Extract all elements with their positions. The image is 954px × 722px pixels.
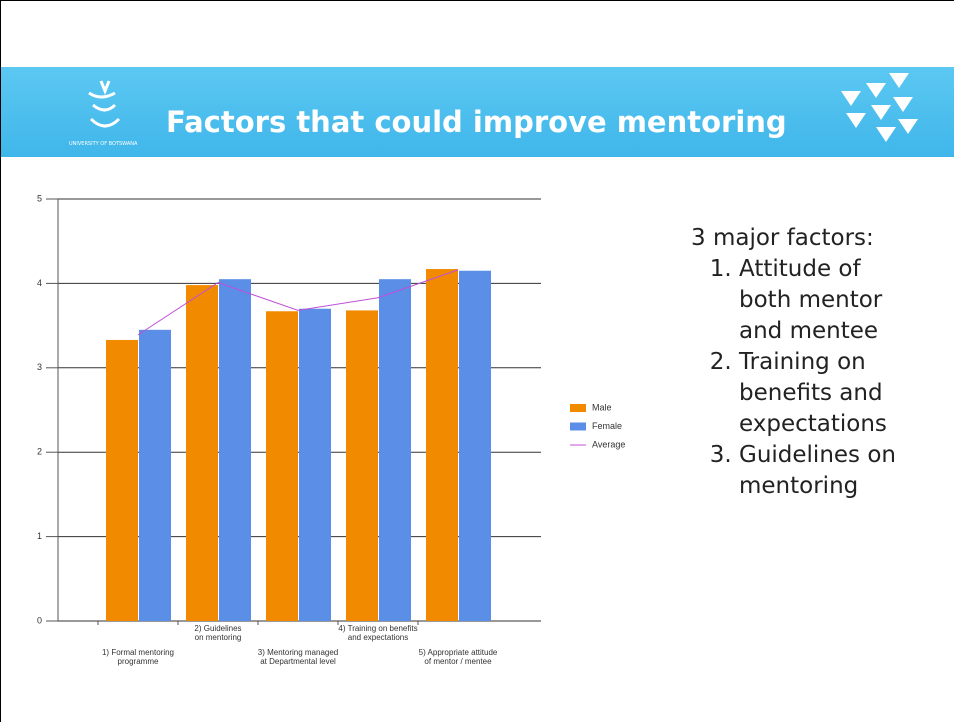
intro: 3 major factors: xyxy=(691,225,874,251)
x-tick-label: 4) Training on benefits and expectations xyxy=(338,624,418,642)
bar xyxy=(346,310,378,621)
text-box: 3 major factors: Attitude of both mentor… xyxy=(691,223,941,502)
logo xyxy=(88,80,121,128)
average-line xyxy=(137,269,459,336)
point: Guidelines on mentoring xyxy=(739,440,909,502)
decoration xyxy=(841,73,918,142)
bar xyxy=(186,285,218,621)
y-tick-label: 1 xyxy=(37,531,42,541)
x-tick-label: 1) Formal mentoring programme xyxy=(101,648,175,666)
legend-swatch xyxy=(570,422,586,431)
bar xyxy=(299,308,331,621)
y-tick-label: 3 xyxy=(37,362,42,372)
bar xyxy=(379,279,411,621)
point: Training on benefits and expectations xyxy=(739,347,909,440)
bar xyxy=(139,329,171,621)
bar xyxy=(106,339,138,621)
legend-swatch xyxy=(570,404,586,412)
legend-label: Female xyxy=(592,421,622,431)
point-list: Attitude of both mentor and menteeTraini… xyxy=(691,254,909,502)
slide-title: Factors that could improve mentoring xyxy=(166,105,787,139)
x-tick-label: 3) Mentoring managed at Departmental lev… xyxy=(257,648,339,666)
bar xyxy=(266,311,298,621)
legend-label: Male xyxy=(592,402,612,412)
point: Attitude of both mentor and mentee xyxy=(739,254,909,347)
y-tick-label: 2 xyxy=(37,447,42,457)
x-tick-label: 5) Appropriate attitude of mentor / ment… xyxy=(418,648,498,666)
bar xyxy=(219,279,251,621)
y-tick-label: 5 xyxy=(37,193,42,203)
x-tick-label: 2) Guidelines on mentoring xyxy=(194,624,242,642)
logo-text: UNIVERSITY OF BOTSWANA xyxy=(69,141,138,147)
bar xyxy=(459,270,491,621)
banner xyxy=(1,67,954,157)
bar xyxy=(426,269,458,621)
y-tick-label: 0 xyxy=(37,615,42,625)
legend-label: Average xyxy=(592,439,625,449)
y-tick-label: 4 xyxy=(37,278,42,288)
